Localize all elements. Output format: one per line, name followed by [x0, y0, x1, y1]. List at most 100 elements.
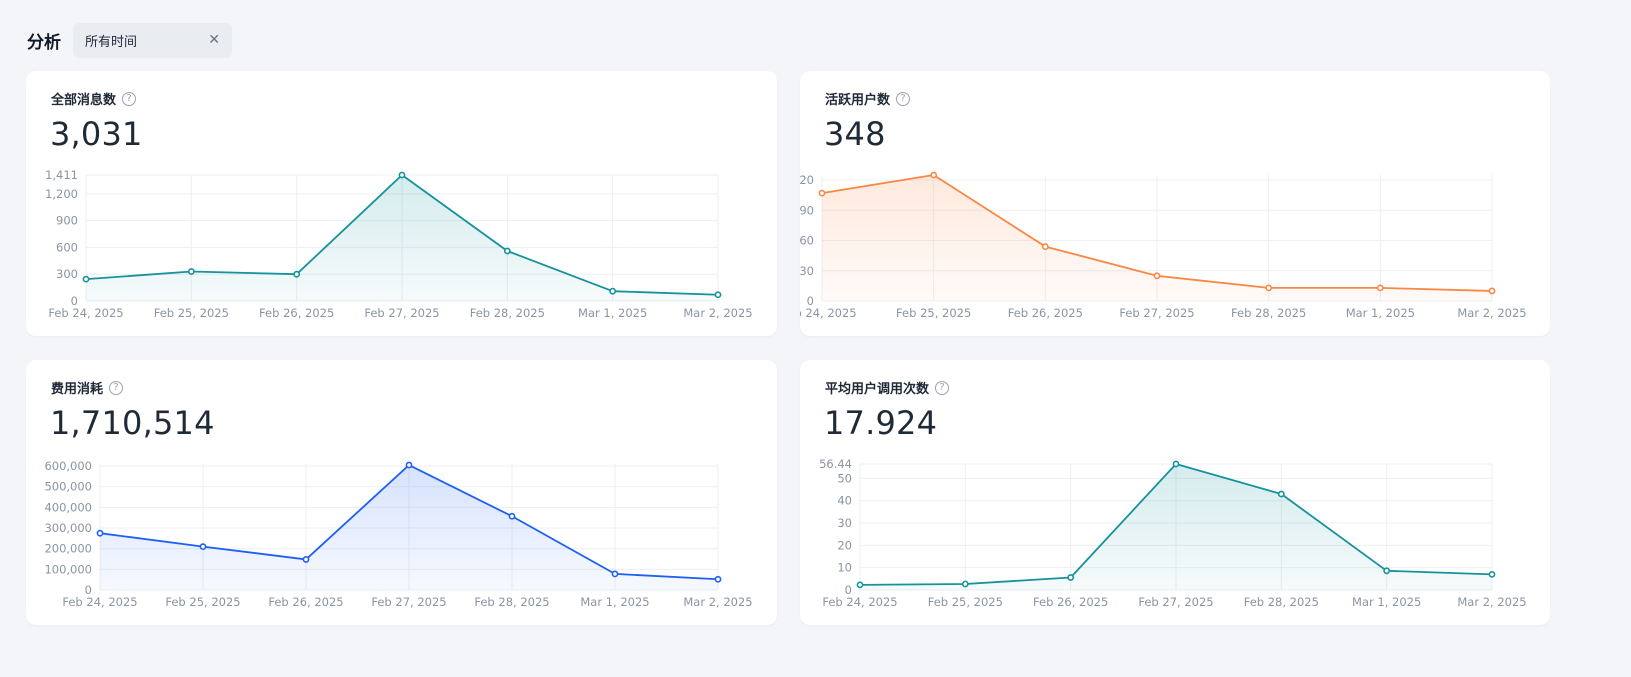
y-tick-label: 400,000 — [44, 500, 92, 514]
x-tick-label: Mar 1, 2025 — [1352, 595, 1421, 609]
x-tick-label: Feb 24, 2025 — [48, 306, 123, 320]
data-point[interactable] — [961, 580, 969, 588]
data-point[interactable] — [508, 512, 516, 520]
y-tick-label: 300 — [56, 267, 78, 281]
data-point[interactable] — [82, 275, 90, 283]
x-tick-label: Feb 28, 2025 — [1244, 595, 1319, 609]
y-tick-label: 900 — [56, 214, 78, 228]
x-tick-label: Feb 24, 2025 — [822, 595, 897, 609]
x-tick-label: Feb 28, 2025 — [474, 595, 549, 609]
page-title: 分析 — [27, 32, 61, 53]
y-tick-label: 300,000 — [44, 521, 92, 535]
card-title: 费用消耗 ? — [51, 378, 124, 397]
x-tick-label: Mar 1, 2025 — [578, 306, 647, 320]
y-tick-label: 600,000 — [44, 459, 92, 473]
y-tick-label: 56.44 — [819, 457, 852, 471]
avg-calls-card: 平均用户调用次数 ? 17.924 0 10 20 30 40 50 56.44 Feb 24… — [800, 360, 1550, 625]
question-circle-icon[interactable]: ? — [935, 380, 950, 395]
data-point[interactable] — [714, 575, 722, 583]
data-point[interactable] — [1067, 574, 1075, 581]
data-point[interactable] — [1277, 490, 1285, 498]
y-tick-label: 1,411 — [45, 168, 78, 182]
x-tick-label: Feb 26, 2025 — [1033, 595, 1108, 609]
page-header: 分析 所有时间 ✕ — [27, 22, 232, 58]
cost-card: 费用消耗 ? 1,710,514 0 100,000 200,000 300,000 4… — [26, 360, 777, 625]
card-value: 3,031 — [50, 115, 143, 153]
x-tick-label: Feb 27, 2025 — [1138, 595, 1213, 609]
data-point[interactable] — [1265, 284, 1273, 292]
data-point[interactable] — [609, 287, 617, 295]
x-tick-label: Feb 25, 2025 — [165, 595, 240, 609]
time-range-filter[interactable]: 所有时间 ✕ — [73, 22, 232, 58]
data-point[interactable] — [302, 556, 310, 563]
card-title-text: 全部消息数 — [51, 93, 117, 108]
x-tick-label: Feb 27, 2025 — [1119, 306, 1194, 320]
data-point[interactable] — [398, 171, 406, 179]
data-point[interactable] — [1488, 287, 1496, 295]
data-point[interactable] — [930, 171, 938, 179]
card-value: 1,710,514 — [50, 404, 215, 442]
data-point[interactable] — [1153, 272, 1161, 280]
x-tick-label: Feb 28, 2025 — [1231, 306, 1306, 320]
y-tick-label: 600 — [56, 240, 78, 254]
x-tick-label: Feb 25, 2025 — [154, 306, 229, 320]
series-area — [860, 464, 1492, 590]
card-title: 全部消息数 ? — [51, 89, 137, 108]
data-point[interactable] — [503, 247, 511, 255]
active-users-card: 活跃用户数 ? 348 0 30 60 90 120 eb 24, 2025 Feb 25,… — [800, 71, 1550, 336]
y-tick-label: 0 — [71, 294, 78, 308]
x-tick-label: Mar 2, 2025 — [683, 306, 752, 320]
data-point[interactable] — [1172, 460, 1180, 468]
y-tick-label: 50 — [837, 471, 852, 485]
data-point[interactable] — [1376, 284, 1384, 292]
x-tick-label: Mar 1, 2025 — [580, 595, 649, 609]
y-tick-label: 40 — [837, 494, 852, 508]
data-point[interactable] — [1383, 567, 1391, 575]
x-tick-label: Mar 2, 2025 — [1457, 306, 1526, 320]
card-value: 17.924 — [824, 404, 938, 442]
card-title-text: 平均用户调用次数 — [825, 382, 930, 397]
y-tick-label: 500,000 — [44, 480, 92, 494]
y-tick-label: 120 — [800, 173, 814, 187]
y-tick-label: 60 — [800, 234, 814, 248]
cost-chart: 0 100,000 200,000 300,000 400,000 500,000 600,… — [44, 459, 752, 609]
x-tick-label: Feb 25, 2025 — [896, 306, 971, 320]
card-title-text: 费用消耗 — [51, 382, 104, 397]
question-circle-icon[interactable]: ? — [122, 91, 137, 106]
messages-chart: 0 300 600 900 1,200 1,411 Feb 24, 2025 Feb 25, … — [45, 168, 753, 320]
series-area — [100, 465, 718, 590]
question-circle-icon[interactable]: ? — [896, 91, 911, 106]
data-point[interactable] — [714, 291, 722, 299]
active-users-chart: 0 30 60 90 120 eb 24, 2025 Feb 25, 2025 Feb 26,… — [800, 171, 1527, 320]
data-point[interactable] — [856, 581, 864, 589]
question-circle-icon[interactable]: ? — [109, 380, 124, 395]
series-area — [822, 175, 1492, 301]
data-point[interactable] — [293, 270, 301, 278]
y-tick-label: 0 — [85, 583, 92, 597]
x-tick-label: Mar 2, 2025 — [1457, 595, 1526, 609]
x-tick-label: Mar 2, 2025 — [683, 595, 752, 609]
y-tick-label: 0 — [807, 294, 814, 308]
data-point[interactable] — [199, 543, 207, 551]
x-tick-label: Mar 1, 2025 — [1346, 306, 1415, 320]
x-tick-label: Feb 27, 2025 — [371, 595, 446, 609]
card-title: 平均用户调用次数 ? — [825, 378, 950, 397]
data-point[interactable] — [405, 461, 413, 469]
x-tick-label: Feb 28, 2025 — [470, 306, 545, 320]
x-tick-label: Feb 25, 2025 — [928, 595, 1003, 609]
data-point[interactable] — [1488, 570, 1496, 578]
time-range-filter-label: 所有时间 — [85, 34, 138, 50]
data-point[interactable] — [611, 570, 619, 578]
data-point[interactable] — [818, 189, 826, 197]
data-point[interactable] — [1041, 243, 1049, 250]
y-tick-label: 0 — [845, 583, 852, 597]
y-tick-label: 20 — [837, 538, 852, 552]
data-point[interactable] — [187, 268, 195, 275]
card-title-text: 活跃用户数 — [825, 93, 891, 108]
data-point[interactable] — [96, 529, 104, 537]
x-tick-label: Feb 26, 2025 — [268, 595, 343, 609]
y-tick-label: 30 — [837, 516, 852, 530]
card-value: 348 — [824, 115, 886, 153]
close-icon[interactable]: ✕ — [208, 32, 220, 48]
